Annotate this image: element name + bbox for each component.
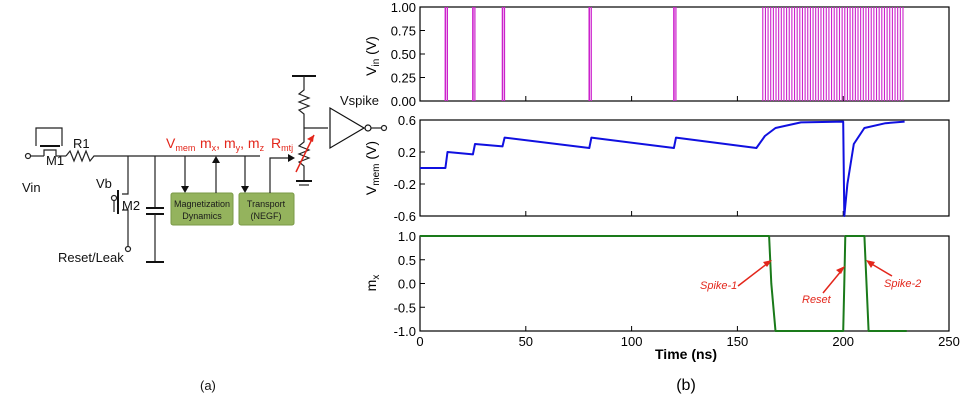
y-tick-label: 0.25 [391, 71, 416, 86]
m1-label: M1 [46, 153, 64, 168]
vspike-terminal [380, 124, 388, 132]
plots: Vin (V) Vmem (V) mx 1.000.750.500.250.00… [363, 0, 960, 394]
top-resistor [297, 76, 311, 128]
box2-line2: (NEGF) [251, 211, 282, 221]
vin-series [444, 7, 904, 101]
box1-line1: Magnetization [174, 199, 230, 209]
m1-gate-loop [35, 127, 63, 146]
annotation-spike-2: Spike-2 [884, 278, 921, 290]
y-tick-label: -0.5 [394, 300, 416, 315]
vin-plot-frame [419, 6, 950, 102]
y-tick-label: 0.50 [391, 47, 416, 62]
vmem-ylabel: Vmem (V) [363, 141, 382, 195]
vin-terminal [24, 152, 32, 160]
y-tick-label: -0.2 [394, 177, 416, 192]
caption-b: (b) [676, 377, 696, 394]
m2-drain [122, 190, 129, 195]
arrow-down-icon [181, 186, 189, 193]
y-tick-label: -1.0 [394, 324, 416, 339]
y-tick-label: -0.6 [394, 209, 416, 224]
x-tick-label: 0 [416, 334, 423, 349]
annotation-spike-1: Spike-1 [700, 280, 737, 292]
red-arrow-icon [866, 260, 875, 268]
variable-resistor-arrow [295, 134, 315, 173]
spike1-arrow [737, 262, 769, 287]
m2-label: M2 [122, 198, 140, 213]
red-arrow-icon [763, 260, 772, 267]
mx-series [420, 235, 907, 332]
y-tick-label: 0.5 [398, 253, 416, 268]
vspike-label: Vspike [340, 93, 379, 108]
mx-ylabel: mx [363, 275, 382, 292]
x-axis-label: Time (ns) [655, 346, 717, 362]
box2-line1: Transport [247, 199, 286, 209]
x-tick-label: 50 [519, 334, 533, 349]
y-tick-label: 1.00 [391, 0, 416, 15]
y-tick-label: 0.6 [398, 113, 416, 128]
x-tick-label: 150 [727, 334, 749, 349]
rmtj-label: Rmtj [271, 135, 293, 153]
transport-negf-box [238, 192, 295, 226]
inverter [329, 106, 366, 150]
vb-terminal [110, 194, 118, 202]
m1-channel [43, 149, 57, 156]
reset-terminal [124, 245, 132, 253]
r1-resistor [65, 149, 100, 163]
vin-ylabel: Vin (V) [363, 36, 382, 76]
vmem-y-ticks: 0.6 0.2 -0.2 -0.6 [394, 113, 425, 224]
vin-label: Vin [22, 180, 41, 195]
vin-y-ticks: 1.00 0.75 0.50 0.25 0.00 [391, 0, 425, 109]
arrow-down-icon [241, 186, 249, 193]
vmem-series [420, 120, 905, 217]
annotation-reset: Reset [802, 294, 832, 306]
y-tick-label: 0.00 [391, 94, 416, 109]
arrow-right-icon [288, 154, 295, 162]
caption-a: (a) [200, 378, 216, 393]
m2-source [122, 209, 129, 246]
magnetization-label: mx, my, mz [200, 135, 265, 153]
reset-leak-label: Reset/Leak [58, 250, 124, 265]
magnetization-dynamics-box [170, 192, 234, 226]
y-tick-label: 0.75 [391, 24, 416, 39]
mx-plot-frame [419, 235, 950, 332]
reset-arrow [822, 269, 843, 294]
y-tick-label: 1.0 [398, 229, 416, 244]
x-tick-label: 250 [938, 334, 960, 349]
transport-out-wire [269, 157, 290, 193]
r1-label: R1 [73, 136, 90, 151]
box1-line2: Dynamics [182, 211, 222, 221]
inverter-bubble [364, 124, 372, 132]
mtj-resistor [297, 128, 311, 180]
vb-label: Vb [96, 176, 112, 191]
x-tick-label: 100 [621, 334, 643, 349]
y-tick-label: 0.2 [398, 145, 416, 160]
y-tick-label: 0.0 [398, 277, 416, 292]
spike2-arrow [869, 262, 893, 277]
vmem-plot-frame [419, 119, 950, 217]
x-ticks: 0 50 100 150 200 250 [416, 96, 960, 349]
x-tick-label: 200 [832, 334, 854, 349]
red-arrow-icon [307, 135, 314, 142]
circuit-schematic: Vin M1 R1 Vmem Vb M2 Reset/Leak [22, 75, 388, 393]
vmem-line [420, 120, 905, 217]
mx-y-ticks: 1.0 0.5 0.0 -0.5 -1.0 [394, 229, 425, 339]
red-arrow-icon [836, 266, 845, 274]
vmem-label: Vmem [166, 135, 195, 153]
arrow-up-icon [212, 156, 220, 163]
mx-line [420, 235, 907, 332]
